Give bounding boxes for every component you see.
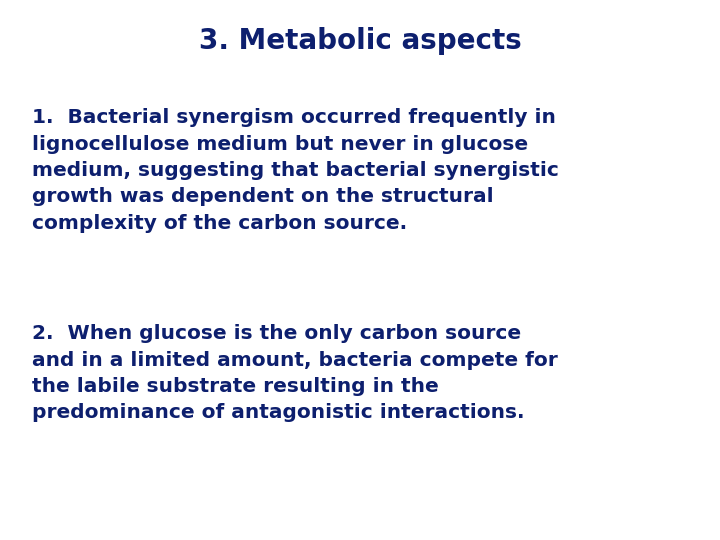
Text: 1.  Bacterial synergism occurred frequently in
lignocellulose medium but never i: 1. Bacterial synergism occurred frequent…	[32, 108, 559, 233]
Text: 3. Metabolic aspects: 3. Metabolic aspects	[199, 27, 521, 55]
Text: 2.  When glucose is the only carbon source
and in a limited amount, bacteria com: 2. When glucose is the only carbon sourc…	[32, 324, 558, 422]
